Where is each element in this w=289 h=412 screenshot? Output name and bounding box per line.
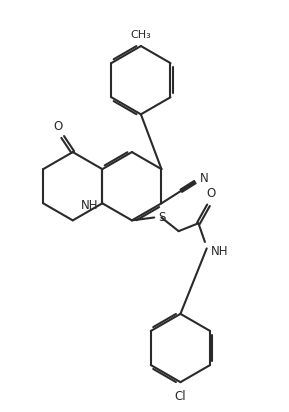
Text: CH₃: CH₃ [131, 30, 151, 40]
Text: N: N [200, 172, 209, 185]
Text: O: O [206, 187, 215, 199]
Text: Cl: Cl [175, 390, 186, 403]
Text: S: S [158, 211, 165, 224]
Text: NH: NH [81, 199, 98, 212]
Text: NH: NH [211, 245, 229, 258]
Text: O: O [53, 120, 62, 133]
